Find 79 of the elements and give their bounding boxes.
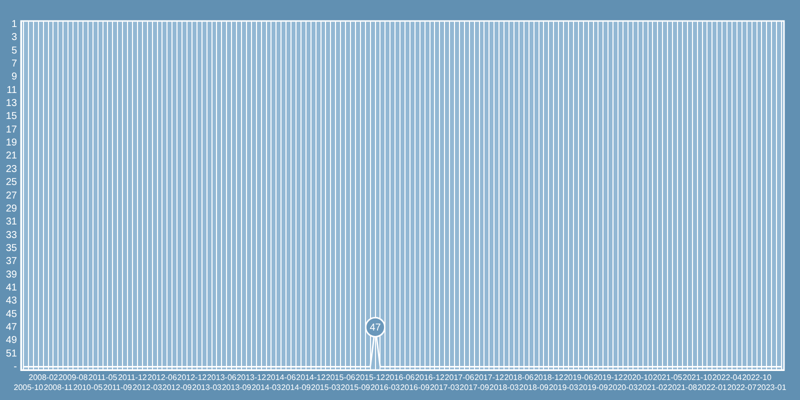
x-tick-label: 2023-01 (756, 383, 787, 392)
x-tick-label: 2022-10 (742, 373, 772, 382)
x-tick-label: 2014-06 (266, 373, 296, 382)
x-tick-label: 2020-10 (623, 373, 654, 382)
x-tick-label: 2014-12 (296, 373, 326, 382)
x-tick-label: 2015-12 (356, 373, 386, 382)
y-tick-label: 47 (6, 322, 18, 333)
x-tick-label: 2012-03 (132, 383, 163, 392)
x-tick-label: 2008-02 (28, 373, 59, 382)
x-tick-label: 2021-05 (652, 373, 683, 382)
x-tick-label: 2013-03 (192, 383, 222, 392)
x-tick-label: 2020-03 (608, 383, 638, 392)
y-tick-label: 25 (6, 177, 18, 188)
x-tick-label: 2012-06 (148, 373, 178, 382)
x-tick-label: 2013-12 (236, 373, 267, 382)
x-tick-label: 2005-10 (14, 383, 44, 392)
y-tick-label: 29 (6, 203, 18, 214)
x-tick-label: 2019-09 (578, 383, 608, 392)
x-tick-label: 2022-07 (727, 383, 758, 392)
y-tick-label: 49 (6, 335, 18, 346)
y-tick-label: 27 (6, 190, 18, 202)
x-tick-label: 2011-05 (88, 373, 118, 382)
y-tick-label: - (14, 361, 17, 372)
y-tick-label: 39 (6, 269, 18, 280)
x-tick-label: 2016-03 (370, 383, 400, 392)
x-tick-label: 2018-09 (519, 383, 550, 392)
x-tick-label: 2017-06 (444, 373, 475, 382)
y-tick-label: 11 (6, 84, 18, 96)
x-tick-label: 2017-03 (430, 383, 460, 392)
y-tick-label: 31 (6, 216, 18, 228)
x-tick-label: 2021-10 (682, 373, 713, 382)
x-tick-label: 2022-01 (697, 383, 728, 392)
y-tick-label: 13 (6, 98, 18, 110)
x-tick-label: 2015-03 (311, 383, 341, 392)
y-tick-label: 51 (6, 348, 18, 360)
x-tick-label: 2019-12 (593, 373, 624, 382)
x-tick-label: 2012-09 (162, 383, 192, 392)
data-label: 47 (370, 322, 382, 334)
x-tick-label: 2018-03 (489, 383, 520, 392)
y-tick-label: 35 (6, 242, 18, 254)
x-tick-label: 2019-03 (548, 383, 579, 392)
x-tick-label: 2018-12 (534, 373, 564, 382)
x-tick-label: 2011-12 (118, 373, 148, 382)
x-tick-label: 2016-06 (385, 373, 416, 382)
x-tick-label: 2015-09 (340, 383, 371, 392)
x-tick-label: 2021-08 (668, 383, 698, 392)
y-tick-label: 19 (6, 138, 18, 149)
x-tick-label: 2012-12 (177, 373, 208, 382)
x-tick-label: 2019-06 (564, 373, 594, 382)
x-tick-label: 2016-09 (400, 383, 430, 392)
x-tick-label: 2013-09 (222, 383, 252, 392)
x-tick-label: 2017-09 (460, 383, 490, 392)
y-tick-label: 37 (6, 256, 18, 268)
x-tick-label: 2017-12 (474, 373, 504, 382)
y-tick-label: 5 (11, 45, 18, 56)
y-tick-label: 15 (6, 111, 18, 122)
y-tick-label: 41 (6, 282, 18, 294)
y-tick-label: 33 (6, 230, 18, 241)
x-tick-label: 2021-02 (638, 383, 668, 392)
x-tick-label: 2009-08 (58, 373, 88, 382)
y-tick-label: 45 (6, 308, 18, 320)
x-tick-label: 2016-12 (415, 373, 445, 382)
x-tick-label: 2014-03 (252, 383, 282, 392)
y-tick-label: 43 (6, 296, 18, 307)
x-tick-label: 2022-04 (712, 373, 742, 382)
y-tick-label: 17 (6, 124, 18, 136)
x-tick-label: 2010-05 (73, 383, 104, 392)
x-tick-label: 2015-06 (326, 373, 356, 382)
y-tick-label: 23 (6, 164, 18, 175)
y-tick-label: 21 (6, 150, 18, 162)
x-tick-label: 2013-06 (206, 373, 237, 382)
y-tick-label: 9 (11, 72, 18, 83)
y-tick-label: 3 (11, 32, 18, 44)
y-tick-label: 7 (11, 58, 18, 70)
x-tick-label: 2008-11 (44, 383, 74, 392)
y-tick-label: 1 (11, 19, 18, 30)
x-tick-label: 2011-09 (103, 383, 133, 392)
x-tick-label: 2014-09 (281, 383, 312, 392)
x-tick-label: 2018-06 (504, 373, 534, 382)
